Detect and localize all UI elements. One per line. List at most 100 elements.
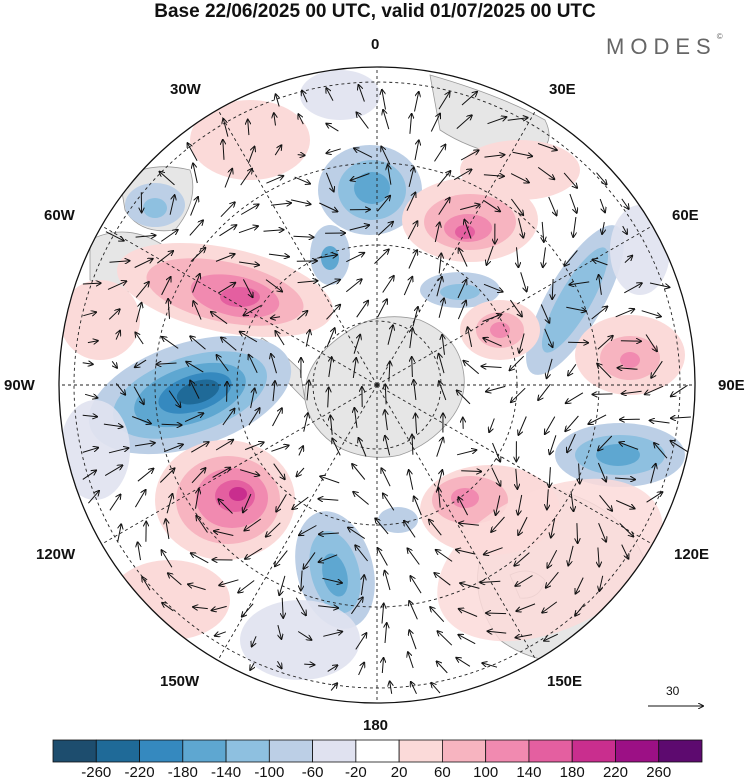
wind-vector — [325, 172, 333, 192]
wind-vector — [156, 251, 173, 264]
wind-vector — [297, 631, 311, 640]
colorbar-swatch — [139, 739, 184, 763]
wind-vector — [134, 443, 155, 446]
colorbar-swatch — [658, 739, 703, 763]
wind-vector — [414, 92, 419, 112]
wind-vector — [227, 382, 228, 402]
wind-vector — [299, 525, 317, 536]
wind-vector — [190, 248, 206, 262]
wind-vector — [408, 250, 417, 269]
wind-vector — [191, 442, 208, 453]
wind-vector — [357, 112, 369, 129]
wind-vector — [323, 632, 342, 637]
wind-vector — [650, 420, 670, 423]
wind-vector — [276, 94, 280, 107]
graticule — [59, 67, 695, 703]
wind-vector — [282, 597, 283, 618]
wind-vector — [438, 488, 440, 508]
colorbar-tick-label: 100 — [473, 764, 499, 781]
wind-vector — [464, 361, 480, 375]
wind-vector — [377, 196, 390, 212]
wind-vector — [382, 604, 384, 624]
colorbar-tick-label: -60 — [301, 764, 324, 781]
wind-vector — [359, 85, 365, 102]
wind-vector — [615, 309, 635, 318]
wind-vector — [247, 147, 254, 164]
wind-vector — [641, 310, 661, 317]
wind-vector — [297, 311, 307, 320]
wind-vector — [460, 205, 479, 211]
wind-vector — [484, 547, 503, 555]
colorbar-swatch — [182, 739, 227, 763]
wind-vector — [263, 230, 284, 232]
wind-vector — [671, 384, 688, 396]
wind-vector — [671, 441, 688, 453]
wind-vector — [571, 491, 574, 511]
wind-vector — [509, 299, 522, 316]
wind-vector — [240, 204, 258, 215]
wind-vector — [519, 333, 525, 353]
wind-vector — [212, 468, 231, 478]
wind-vector — [510, 355, 525, 370]
wind-vector — [461, 471, 481, 472]
wind-vector — [118, 524, 121, 542]
wind-vector — [375, 519, 389, 535]
wind-vector — [623, 225, 627, 234]
wind-vector — [461, 92, 477, 106]
wind-vector — [271, 203, 291, 205]
wind-vector — [414, 380, 416, 400]
wind-vector — [518, 494, 523, 515]
lon-label-150w: 150W — [160, 673, 200, 690]
wind-vector — [109, 261, 130, 263]
wind-vector — [266, 522, 281, 537]
wind-vector — [84, 394, 97, 398]
wind-vector — [568, 545, 574, 566]
wind-vector — [544, 328, 553, 347]
wind-vector — [619, 523, 634, 536]
wind-vector — [326, 305, 341, 320]
wind-vector — [383, 494, 395, 511]
wind-vector — [132, 416, 151, 424]
colorbar-swatch — [225, 739, 270, 763]
wind-vector — [160, 172, 175, 186]
wind-vector — [87, 341, 98, 343]
wind-vector — [576, 577, 584, 594]
wind-vector — [162, 550, 173, 568]
wind-vector — [353, 358, 356, 378]
wind-vector — [218, 499, 233, 514]
wind-vectors — [82, 85, 691, 695]
wind-vector — [517, 247, 519, 267]
wind-vector — [82, 363, 93, 365]
wind-vector — [436, 550, 453, 562]
wind-vector — [568, 342, 588, 343]
wind-vector — [545, 416, 556, 434]
wind-vector — [414, 140, 419, 161]
wind-vector — [164, 444, 183, 453]
wind-vector — [621, 198, 629, 209]
wind-vector — [278, 660, 282, 668]
wind-vector — [348, 528, 365, 540]
wind-vector — [82, 415, 97, 416]
wind-vector — [215, 440, 233, 451]
wind-vector — [318, 606, 338, 608]
wind-vector — [456, 450, 476, 456]
wind-vector — [238, 580, 255, 593]
wind-vector — [482, 366, 502, 367]
wind-vector — [243, 493, 252, 512]
wind-vector — [599, 575, 602, 591]
wind-vector — [295, 597, 306, 616]
wind-vector — [142, 577, 151, 591]
wind-vector — [248, 120, 249, 136]
wind-vector — [654, 443, 668, 459]
wind-vector — [271, 317, 281, 318]
wind-vector — [453, 170, 471, 181]
wind-vector — [244, 305, 262, 316]
lon-label-90e: 90E — [718, 377, 745, 394]
lon-label-120e: 120E — [674, 546, 710, 563]
wind-vector — [547, 489, 548, 509]
wind-vector — [382, 90, 386, 110]
wind-vector — [274, 145, 281, 156]
wind-vector — [301, 570, 302, 591]
wind-vector — [166, 519, 169, 540]
wind-vector — [486, 385, 506, 391]
